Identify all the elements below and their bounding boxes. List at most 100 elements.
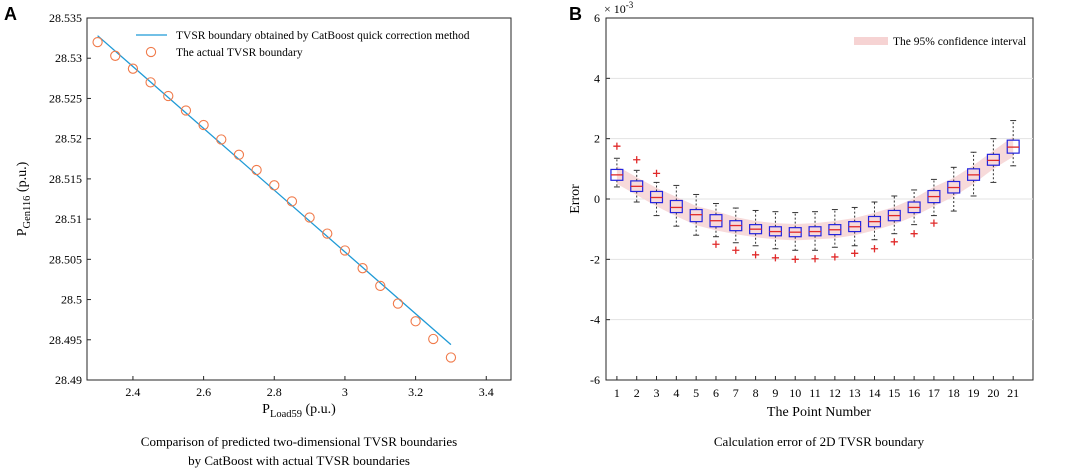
box-plot-14 [867, 201, 882, 253]
x-tick-label: 14 [868, 386, 880, 400]
panel-a: A 28.4928.49528.528.50528.5128.51528.522… [4, 4, 512, 468]
y-tick-label: 28.515 [49, 172, 82, 186]
y-tick-label: 6 [594, 11, 600, 25]
x-tick-label: 13 [849, 386, 861, 400]
panel-a-y-label-sub: Gen116 [22, 196, 33, 229]
actual-boundary-point [180, 105, 192, 116]
x-tick-label: 19 [968, 386, 980, 400]
box-plot-18 [947, 166, 961, 212]
actual-boundary-point [410, 316, 421, 327]
outlier-marker [771, 254, 780, 262]
box-plot-1 [610, 142, 624, 188]
box-plot-11 [808, 211, 822, 263]
outlier-marker [732, 246, 740, 254]
actual-boundary-point [127, 63, 139, 74]
y-tick-label: 28.53 [55, 51, 82, 65]
box-plot-20 [986, 138, 1000, 183]
panel-a-x-label-unit: (p.u.) [302, 402, 336, 417]
outlier-marker [930, 219, 938, 227]
outlier-marker [791, 255, 799, 263]
actual-boundary-point [92, 36, 103, 48]
panel-b-grid [606, 77, 1033, 321]
panel-letter-a: A [4, 4, 17, 24]
x-tick-label: 6 [713, 386, 719, 400]
y-tick-label: 4 [594, 71, 600, 85]
x-tick-label: 2.6 [196, 385, 211, 399]
panel-a-plot-frame [86, 17, 512, 381]
outlier-marker [851, 249, 859, 257]
panel-b-boxes [610, 120, 1020, 263]
outlier-marker [613, 142, 621, 150]
x-tick-label: 20 [987, 386, 999, 400]
x-tick-label: 3.2 [408, 385, 423, 399]
y-tick-label: 0 [594, 192, 600, 206]
box-plot-19 [967, 151, 981, 197]
y-tick-label: -2 [590, 252, 600, 266]
panel-b-y-exponent: × 10-3 [604, 0, 634, 16]
panel-a-y-label: PGen116 (p.u.) [15, 161, 33, 236]
panel-b-legend: The 95% confidence interval [854, 36, 1026, 48]
panel-a-x-ticks: 2.4 2.6 2.8 3 3.2 3.4 [125, 376, 494, 399]
box-plot-12 [828, 209, 842, 261]
panel-b-y-ticks: -6 -4 -2 0 2 4 6 [590, 11, 610, 387]
actual-boundary-point [233, 149, 245, 160]
outlier-marker [870, 245, 879, 253]
y-tick-label: 28.51 [55, 212, 82, 226]
box-plot-10 [788, 212, 802, 263]
actual-boundary-point [145, 77, 156, 88]
box-plot-21 [1006, 120, 1020, 167]
actual-boundary-point [286, 196, 298, 207]
x-tick-label: 15 [888, 386, 900, 400]
box-plot-2 [630, 156, 644, 203]
x-tick-label: 11 [809, 386, 821, 400]
x-tick-label: 3.4 [479, 385, 494, 399]
y-tick-label: -6 [590, 373, 600, 387]
x-tick-label: 18 [948, 386, 960, 400]
actual-boundary-point [110, 50, 121, 61]
panel-b-caption: Calculation error of 2D TVSR boundary [714, 434, 925, 449]
actual-boundary-point [375, 280, 386, 292]
actual-boundary-point [198, 119, 209, 131]
box-plot-6 [709, 203, 723, 248]
x-tick-label: 1 [614, 386, 620, 400]
box-plot-9 [768, 211, 782, 262]
actual-boundary-point [357, 263, 368, 274]
y-tick-label: 28.49 [55, 373, 82, 387]
box-plot-7 [729, 207, 743, 254]
box-plot-15 [887, 195, 901, 246]
x-tick-label: 2.4 [125, 385, 140, 399]
panel-b-x-label: The Point Number [767, 405, 872, 420]
outlier-marker [751, 251, 760, 259]
actual-boundary-point [322, 228, 333, 239]
panel-b-y-exponent-base: × 10 [604, 2, 626, 16]
panel-a-x-label-sub: Load59 [270, 409, 302, 420]
x-tick-label: 3 [654, 386, 660, 400]
panel-a-y-label-main: P [15, 228, 30, 236]
actual-boundary-point [304, 212, 315, 223]
outlier-marker [712, 240, 720, 248]
box-iqr [669, 199, 683, 214]
panel-a-x-label: PLoad59 (p.u.) [262, 402, 336, 420]
actual-boundary-point [251, 164, 262, 176]
x-tick-label: 2.8 [267, 385, 282, 399]
actual-boundary-point [428, 333, 439, 345]
panel-a-marks [92, 35, 457, 363]
legend-circle-swatch [145, 46, 157, 58]
y-tick-label: 28.505 [49, 252, 82, 266]
panel-a-legend: TVSR boundary obtained by CatBoost quick… [136, 30, 470, 59]
actual-boundary-point [163, 90, 174, 102]
panel-b-y-exponent-power: -3 [626, 0, 634, 10]
x-tick-label: 17 [928, 386, 940, 400]
outlier-marker [890, 238, 898, 246]
y-tick-label: -4 [590, 313, 600, 327]
panel-a-caption-line-2: by CatBoost with actual TVSR boundaries [188, 453, 410, 468]
legend-label-actual: The actual TVSR boundary [176, 47, 303, 59]
actual-boundary-point [269, 180, 280, 191]
actual-boundary-point [392, 298, 404, 309]
x-tick-label: 21 [1007, 386, 1019, 400]
box-plot-16 [907, 189, 921, 238]
x-tick-label: 12 [829, 386, 841, 400]
panel-b-x-ticks: 1 2 3 4 5 6 7 8 9 10 11 12 13 14 15 16 17 18 19 20 21 [614, 376, 1019, 400]
